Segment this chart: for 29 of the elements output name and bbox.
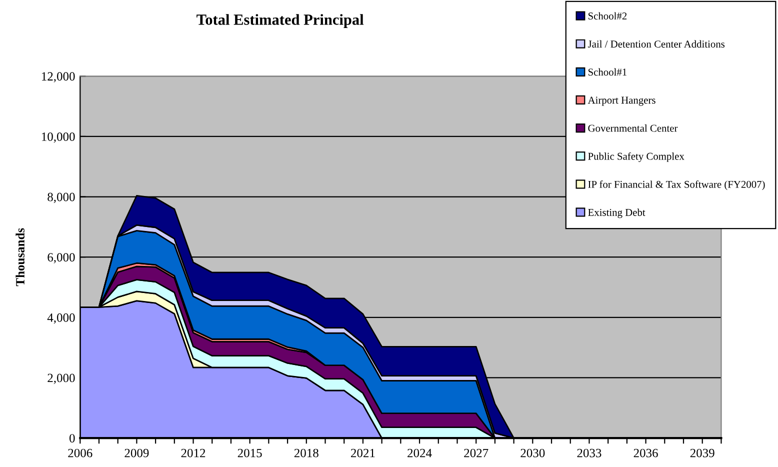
legend-label: Jail / Detention Center Additions — [588, 40, 725, 48]
legend-label: Governmental Center — [588, 124, 678, 132]
x-tick-label: 2036 — [634, 448, 658, 458]
x-tick-label: 2006 — [68, 448, 92, 458]
x-tick-label: 2021 — [351, 448, 375, 458]
y-tick-label: 8,000 — [48, 192, 75, 204]
legend-label: Airport Hangers — [588, 96, 656, 106]
y-axis-title: Thousands — [16, 228, 24, 286]
x-tick-label: 2033 — [577, 448, 602, 458]
x-tick-label: 2027 — [464, 448, 488, 458]
x-tick-label: 2012 — [181, 448, 206, 458]
legend-label: School#2 — [588, 12, 627, 20]
y-tick-label: 10,000 — [42, 132, 75, 143]
y-tick-label: 2,000 — [48, 374, 75, 384]
x-tick-label: 2018 — [294, 448, 318, 458]
y-tick-label: 0 — [70, 434, 75, 443]
x-tick-label: 2030 — [520, 448, 545, 458]
y-tick-label: 4,000 — [47, 313, 75, 324]
y-tick-label: 12,000 — [42, 72, 75, 82]
x-tick-label: 2024 — [408, 448, 432, 458]
legend-label: IP for Financial & Tax Software (FY2007) — [588, 180, 765, 190]
x-tick-label: 2009 — [124, 448, 149, 458]
chart-title: Total Estimated Principal — [196, 14, 364, 28]
x-tick-label: 2039 — [690, 448, 714, 458]
x-tick-label: 2015 — [238, 448, 262, 458]
legend-label: School#1 — [588, 68, 626, 76]
y-tick-label: 6,000 — [48, 253, 75, 264]
legend-label: Existing Debt — [588, 208, 646, 218]
legend-label: Public Safety Complex — [588, 152, 684, 162]
